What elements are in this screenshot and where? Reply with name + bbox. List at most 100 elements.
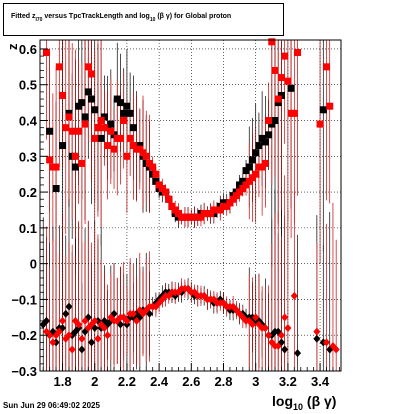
mean-point-black [271,117,279,125]
mean-point-red [268,38,276,46]
sigma-point-red [274,341,282,350]
data-points [39,38,340,358]
y-tick-label: 0.3 [19,149,37,164]
mean-point-red [284,77,292,85]
mean-point-black [319,106,327,114]
mean-point-black [274,99,282,107]
sigma-point-red [261,324,269,333]
mean-point-red [165,195,173,203]
sigma-point-red [68,345,76,354]
sigma-point-red [133,316,141,325]
mean-point-red [223,202,231,210]
mean-point-red [139,149,147,157]
mean-point-black [265,131,273,139]
axis-ticks: 1.8 2 2.2 2.4 2.6 2.8 3 3.2 3.4 −0.3 −0.2 −0.1 0 0.1 0… [11,42,340,389]
mean-point-red [68,127,76,135]
mean-point-red [316,120,324,128]
mean-point-red [239,185,247,193]
y-tick-label: 0.6 [19,42,37,57]
mean-point-black [107,120,115,128]
x-tick-label: 1.8 [53,374,71,389]
title-text-part1: Fitted z [11,13,36,20]
mean-point-red [248,174,256,182]
sigma-point-black [294,349,302,358]
mean-point-red [136,145,144,153]
mean-point-red [110,145,118,153]
y-tick-label: −0.3 [11,364,37,379]
mean-point-red [100,124,108,132]
mean-point-red [155,181,163,189]
mean-point-black [84,88,92,96]
mean-point-red [152,170,160,178]
x-tick-label: 2.8 [214,374,232,389]
x-tick-label: 3 [252,374,259,389]
mean-point-red [97,117,105,125]
mean-point-red [88,70,96,78]
mean-point-red [216,206,224,214]
y-tick-label: 0 [30,257,37,272]
sigma-point-red [75,320,83,329]
sigma-point-red [46,331,54,340]
sigma-point-black [42,316,50,325]
sigma-point-red [55,327,63,336]
mean-point-black [236,181,244,189]
title-subscript-2: 10 [149,17,156,23]
mean-point-black [152,177,160,185]
mean-point-black [88,95,96,103]
mean-point-black [239,177,247,185]
mean-point-red [252,170,260,178]
x-tick-label: 2.4 [150,374,169,389]
mean-point-red [55,63,63,71]
sigma-point-red [252,313,260,322]
sigma-point-red [313,327,321,336]
mean-point-red [123,152,131,160]
mean-point-black [75,102,83,110]
mean-point-black [59,142,67,150]
plot-frame [39,39,342,372]
mean-point-red [290,109,298,117]
sigma-point-red [104,331,112,340]
mean-point-red [271,66,279,74]
y-tick-label: −0.2 [11,328,37,343]
mean-point-black [136,142,144,150]
mean-point-red [207,210,215,218]
y-tick-label: 0.5 [19,78,37,93]
mean-point-red [277,74,285,82]
x-tick-label: 2 [91,374,98,389]
mean-point-red [42,49,50,57]
x-tick-label: 3.2 [279,374,297,389]
mean-point-red [46,156,54,164]
y-tick-label: 0.4 [19,114,38,129]
mean-point-red [326,102,334,110]
x-axis-label-rest: (β γ) [306,393,337,409]
x-axis-label-subscript: 10 [293,402,304,412]
mean-point-red [174,210,182,218]
mean-point-black [91,106,99,114]
mean-point-red [242,181,250,189]
title-text-part2: versus TpcTrackLength and log [42,13,150,20]
sigma-point-red [94,334,102,343]
mean-point-black [261,138,269,146]
mean-point-red [265,117,273,125]
sigma-point-red [248,320,256,329]
mean-point-black [252,149,260,157]
sigma-point-red [265,331,273,340]
chart-title-box: Fitted zI70 versus TpcTrackLength and lo… [3,3,284,36]
mean-point-red [226,199,234,207]
mean-point-black [110,131,118,139]
mean-point-red [94,124,102,132]
sigma-point-black [313,334,321,343]
sigma-point-red [123,316,131,325]
sigma-point-red [100,324,108,333]
x-tick-label: 2.6 [182,374,200,389]
sigma-point-red [65,331,73,340]
sigma-point-red [129,309,137,318]
mean-point-red [84,63,92,71]
mean-point-red [129,142,137,150]
mean-point-red [126,134,134,142]
mean-point-red [294,49,302,57]
sigma-point-red [59,316,67,325]
mean-point-red [65,113,73,121]
timestamp-footer: Sun Jun 29 06:49:02 2025 [3,401,100,410]
